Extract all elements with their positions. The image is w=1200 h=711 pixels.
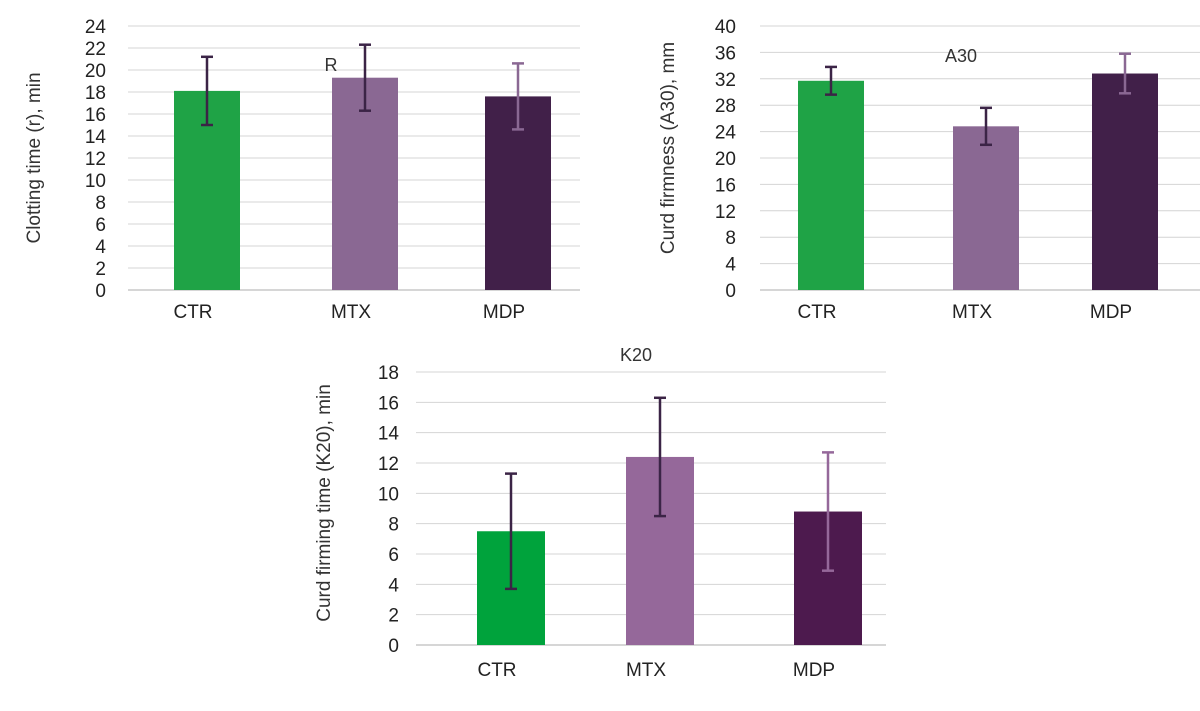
bar bbox=[798, 80, 864, 290]
y-tick-label: 20 bbox=[85, 61, 106, 82]
y-tick-label: 4 bbox=[388, 575, 399, 596]
bar bbox=[953, 126, 1019, 290]
y-tick-label: 16 bbox=[715, 175, 736, 196]
y-tick-label: 2 bbox=[388, 606, 399, 627]
chart-title: A30 bbox=[945, 46, 977, 66]
error-bar bbox=[359, 43, 371, 112]
y-tick-label: 14 bbox=[378, 424, 400, 445]
category-label: MDP bbox=[793, 660, 835, 681]
error-bar bbox=[822, 451, 834, 572]
y-tick-label: 4 bbox=[725, 255, 736, 276]
bar bbox=[1092, 73, 1158, 291]
y-axis-label: Curd firming time (K20), min bbox=[314, 384, 335, 622]
y-tick-label: 12 bbox=[85, 149, 106, 170]
category-label: MDP bbox=[1090, 302, 1132, 323]
y-tick-label: 12 bbox=[378, 454, 399, 475]
category-label: CTR bbox=[173, 302, 212, 323]
y-tick-label: 2 bbox=[95, 259, 106, 280]
y-tick-label: 40 bbox=[715, 17, 736, 38]
chart-k20: 0 2 4 6 8 10 12 14 16 18 CTR MTX MDP K20 Curd firming … bbox=[314, 345, 886, 681]
error-bar bbox=[654, 396, 666, 518]
chart-title: R bbox=[325, 55, 338, 75]
category-label: MTX bbox=[952, 302, 992, 323]
y-tick-label: 16 bbox=[85, 105, 106, 126]
y-tick-label: 20 bbox=[715, 149, 736, 170]
y-tick-label: 16 bbox=[378, 393, 399, 414]
category-label: MTX bbox=[626, 660, 666, 681]
error-bar bbox=[505, 472, 517, 591]
y-tick-label: 0 bbox=[388, 636, 399, 657]
y-tick-label: 36 bbox=[715, 43, 736, 64]
chart-a30: 0 4 8 12 16 20 24 28 32 36 40 CTR MTX MDP A30 Curd firm… bbox=[658, 17, 1200, 323]
bar bbox=[332, 77, 398, 290]
error-bar bbox=[1119, 52, 1131, 95]
y-tick-label: 6 bbox=[95, 215, 106, 236]
y-tick-label: 0 bbox=[725, 281, 736, 302]
chart-a30-panel: 0 4 8 12 16 20 24 28 32 36 40 CTR MTX MDP A30 Curd firm… bbox=[600, 0, 1200, 340]
y-tick-label: 8 bbox=[725, 228, 736, 249]
y-axis-label: Curd firmness (A30), mm bbox=[658, 42, 679, 254]
y-tick-label: 12 bbox=[715, 202, 736, 223]
y-tick-label: 10 bbox=[378, 484, 399, 505]
error-bar bbox=[512, 62, 524, 131]
y-tick-label: 18 bbox=[85, 83, 106, 104]
error-bar bbox=[201, 55, 213, 127]
y-tick-label: 14 bbox=[85, 127, 107, 148]
y-tick-label: 8 bbox=[388, 515, 399, 536]
y-tick-label: 4 bbox=[95, 237, 106, 258]
chart-k20-panel: 0 2 4 6 8 10 12 14 16 18 CTR MTX MDP K20 Curd firming … bbox=[300, 335, 900, 705]
y-tick-label: 10 bbox=[85, 171, 106, 192]
error-bar bbox=[825, 65, 837, 96]
category-label: CTR bbox=[477, 660, 516, 681]
y-tick-label: 6 bbox=[388, 545, 399, 566]
category-label: CTR bbox=[797, 302, 836, 323]
y-tick-label: 32 bbox=[715, 70, 736, 91]
y-axis-label: Clotting time (r), min bbox=[24, 72, 45, 243]
y-tick-label: 0 bbox=[95, 281, 106, 302]
y-tick-label: 24 bbox=[715, 123, 737, 144]
y-tick-label: 24 bbox=[85, 17, 107, 38]
error-bar bbox=[980, 106, 992, 147]
category-label: MDP bbox=[483, 302, 525, 323]
y-tick-label: 18 bbox=[378, 363, 399, 384]
y-tick-label: 22 bbox=[85, 39, 106, 60]
y-tick-label: 28 bbox=[715, 96, 736, 117]
y-tick-label: 8 bbox=[95, 193, 106, 214]
chart-r-panel: 0 2 4 6 8 10 12 14 16 18 20 22 24 CTR MTX MDP R Clotting … bbox=[0, 0, 600, 340]
category-label: MTX bbox=[331, 302, 371, 323]
chart-title: K20 bbox=[620, 345, 652, 365]
